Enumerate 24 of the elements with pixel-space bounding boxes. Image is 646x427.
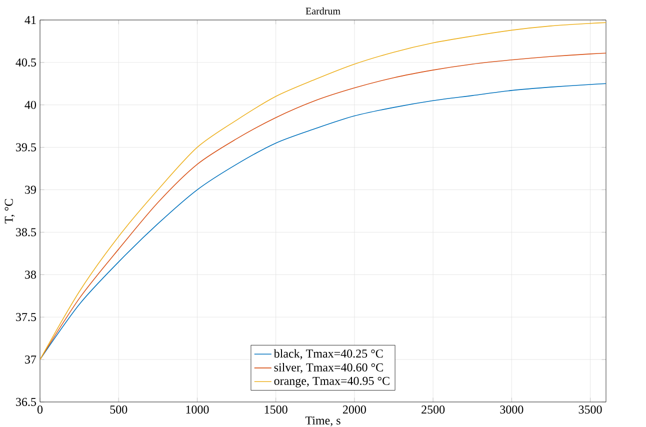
y-axis-title: T, °C: [4, 199, 15, 224]
y-tick-label: 37: [25, 356, 36, 364]
x-tick-label: 1500: [264, 406, 288, 414]
legend-label: silver, Tmax=40.60 °C: [274, 363, 383, 374]
x-tick-label: 2000: [342, 406, 366, 414]
x-axis-title: Time, s: [305, 416, 340, 426]
x-tick-label: 3500: [578, 406, 602, 414]
x-tick-label: 3000: [500, 406, 524, 414]
y-tick-label: 40: [24, 100, 36, 109]
y-tick-label: 41: [24, 16, 36, 24]
y-tick-label: 38.5: [16, 228, 36, 236]
y-tick-label: 38: [25, 270, 36, 279]
y-tick-label: 39: [25, 186, 36, 194]
y-tick-label: 40.5: [16, 58, 36, 67]
x-tick-label: 0: [37, 406, 43, 414]
x-tick-label: 2500: [422, 406, 445, 414]
y-tick-label: 39.5: [16, 143, 36, 152]
x-tick-label: 1000: [186, 406, 209, 414]
y-tick-label: 37.5: [16, 313, 36, 322]
x-tick-label: 500: [110, 406, 128, 414]
y-tick-label: 36.5: [16, 398, 36, 406]
legend-label: orange, Tmax=40.95 °C: [274, 376, 390, 388]
legend-label: black, Tmax=40.25 °C: [274, 349, 383, 360]
chart-title: Eardrum: [306, 7, 340, 14]
